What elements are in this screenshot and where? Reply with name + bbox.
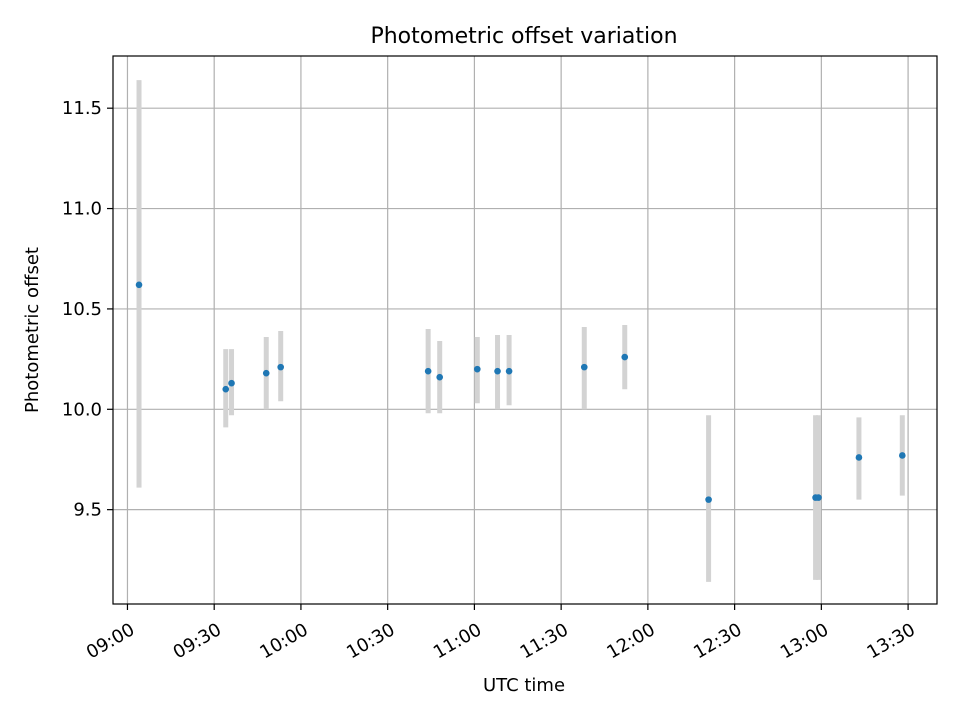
y-tick-label: 9.5: [73, 500, 102, 521]
data-point: [277, 363, 284, 371]
data-point: [135, 281, 143, 289]
data-point: [855, 454, 863, 461]
data-points: [135, 281, 906, 503]
data-point: [494, 367, 501, 375]
data-point: [262, 369, 270, 377]
data-point: [473, 365, 481, 373]
data-point: [228, 379, 235, 387]
data-point: [505, 367, 513, 375]
x-axis-label: UTC time: [483, 675, 565, 696]
y-tick-label: 10.5: [62, 299, 102, 320]
data-point: [424, 367, 432, 375]
y-tick-label: 10.0: [62, 399, 102, 420]
data-point: [621, 353, 629, 361]
data-point: [436, 373, 444, 381]
data-point: [815, 494, 822, 501]
y-tick-label: 11.0: [62, 199, 102, 220]
data-point: [580, 363, 588, 371]
y-tick-label: 11.5: [62, 98, 102, 119]
grid-lines: [113, 56, 937, 604]
plot-frame: [112, 55, 938, 605]
data-point: [705, 496, 712, 503]
chart-title: Photometric offset variation: [370, 24, 677, 49]
data-point: [899, 452, 906, 459]
data-point: [222, 385, 230, 393]
y-axis-ticks: 9.5 10.0 10.5 11.0 11.5: [62, 98, 113, 521]
y-axis-label: Photometric offset: [22, 247, 43, 413]
